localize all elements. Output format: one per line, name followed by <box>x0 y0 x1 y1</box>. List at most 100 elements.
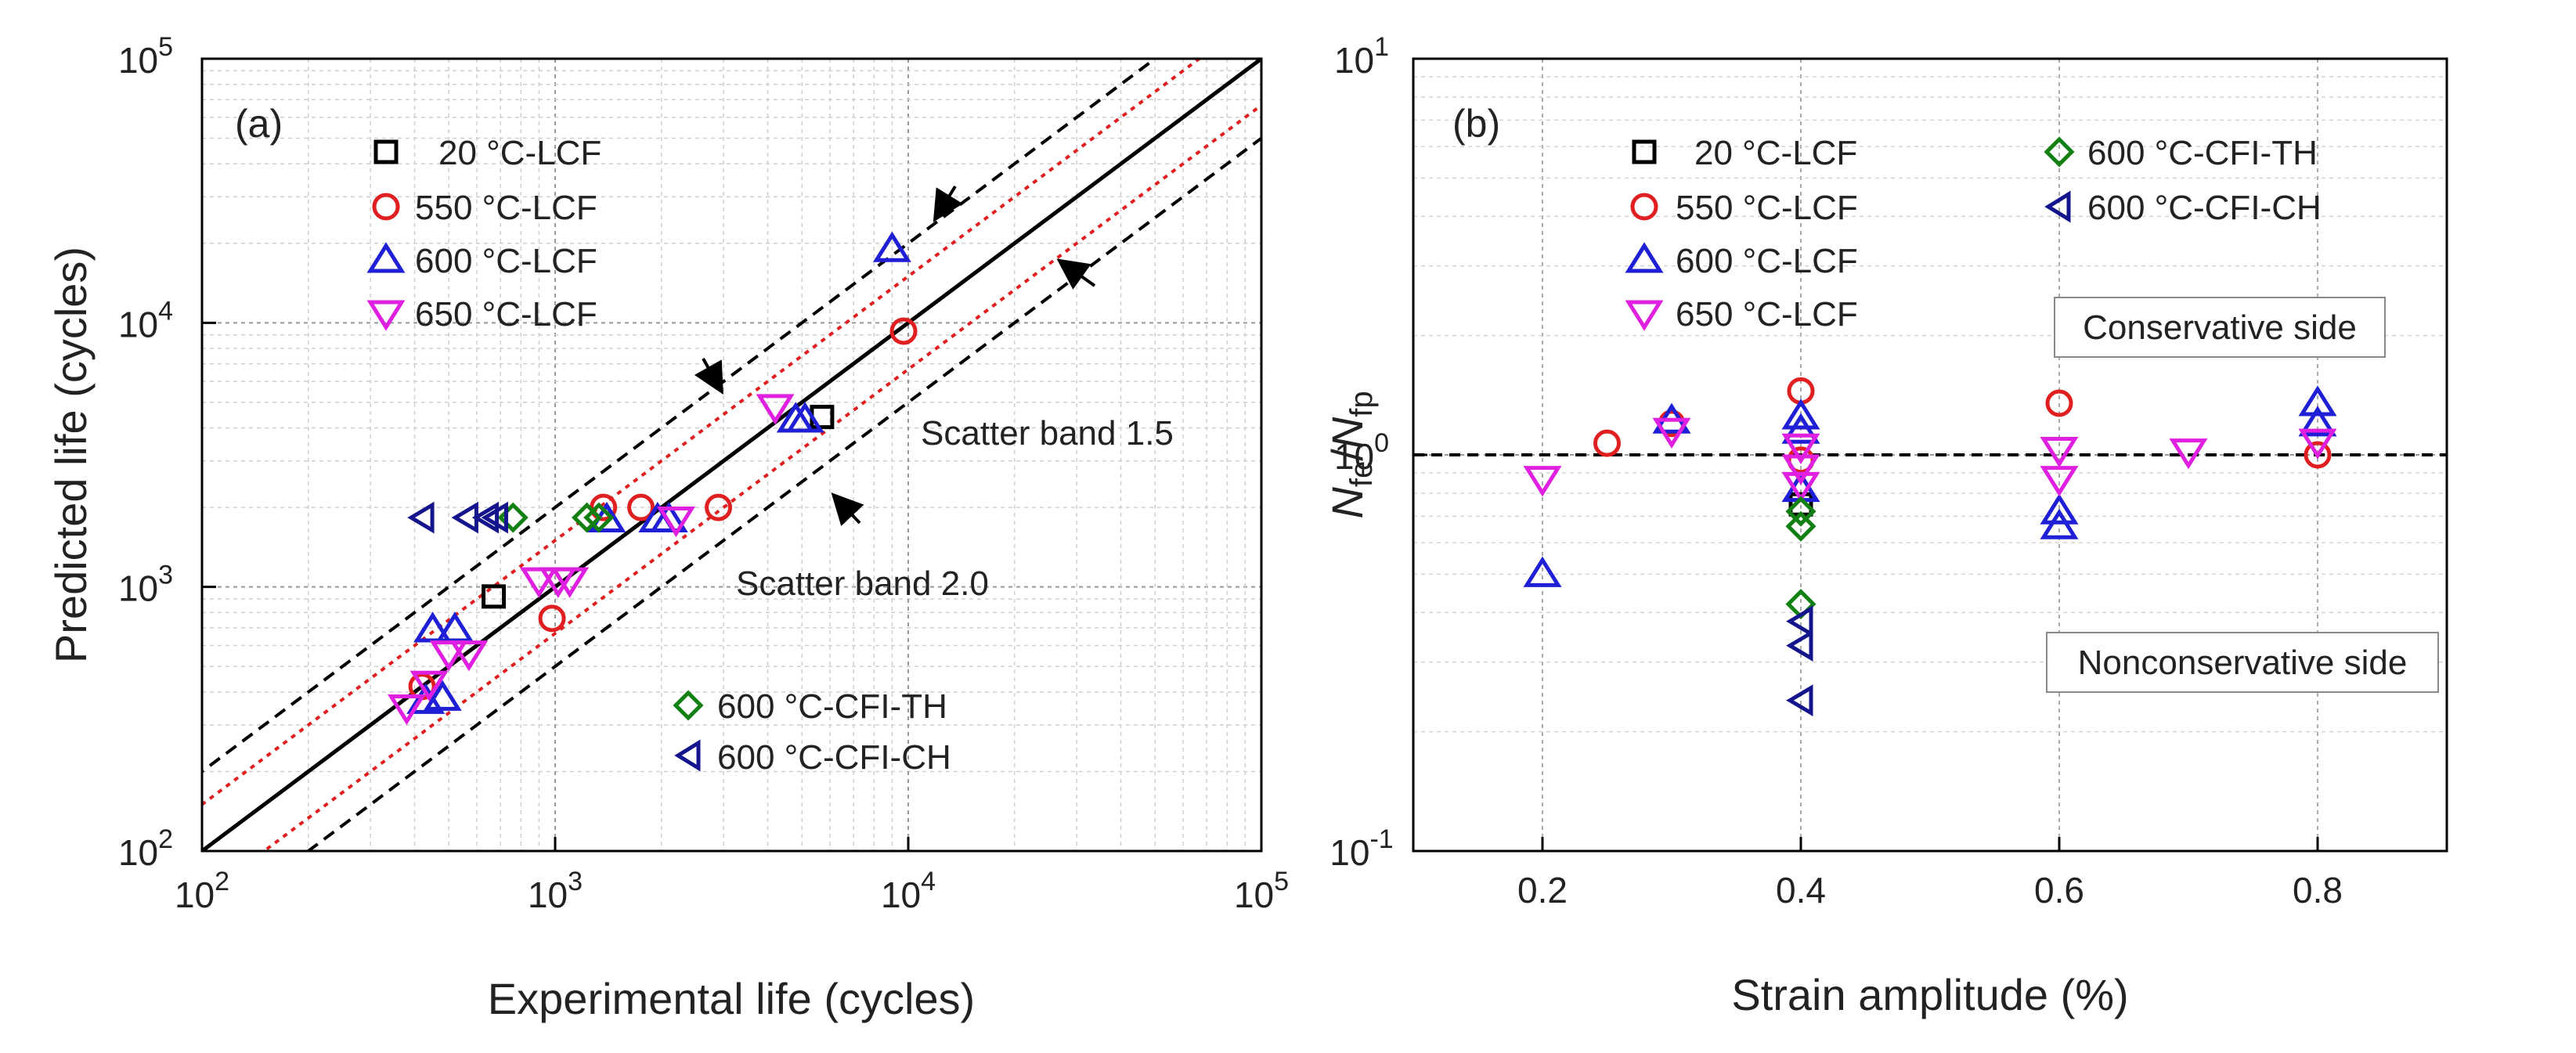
panel-a-legend: 20 °C-LCF 550 °C-LCF 600 °C-LCF 650 °C-L… <box>366 134 951 777</box>
data-point-650-c-lcf <box>1781 454 1820 485</box>
legend-marker-triangle-left <box>674 739 701 772</box>
data-point-600-c-lcf <box>2040 493 2079 525</box>
data-point-600-c-cfi-th <box>572 502 603 533</box>
data-point-600-c-cfi-ch <box>1786 629 1813 662</box>
arrow-inner-band-upper <box>1056 258 1096 290</box>
legend-marker-diamond <box>2044 136 2075 168</box>
panel-b-label: (b) <box>1452 102 1500 146</box>
data-point-600-c-lcf <box>2040 508 2079 539</box>
data-point-650-c-lcf <box>449 640 489 672</box>
data-point-650-c-lcf <box>2040 437 2079 468</box>
panel-a-y-axis-title: Predicted life (cycles) <box>46 247 96 663</box>
reference-line-factor-1-5 <box>202 59 1202 807</box>
panel-b-legend-label-550c-lcf: 550 °C-LCF <box>1676 189 1858 227</box>
y-tick-label: 103 <box>118 561 173 609</box>
data-point-20-c-lcf <box>482 584 507 609</box>
data-point-650-c-lcf <box>2169 438 2208 470</box>
data-point-650-c-lcf <box>519 567 558 598</box>
nonconservative-side-box <box>2046 632 2439 693</box>
panel-a-x-axis-title: Experimental life (cycles) <box>488 974 975 1023</box>
y-tick-label: 102 <box>118 824 173 873</box>
data-point-650-c-lcf <box>1781 471 1820 503</box>
legend-marker-circle <box>372 193 400 221</box>
legend-marker-triangle-up <box>1625 242 1664 273</box>
panel-a-plot-frame <box>200 57 1263 853</box>
data-point-600-c-lcf <box>649 501 688 533</box>
legend-marker-triangle-up <box>366 242 406 273</box>
data-point-650-c-lcf <box>2040 466 2079 497</box>
data-point-600-c-lcf <box>1781 398 1820 430</box>
panel-a-data-points <box>387 231 918 726</box>
data-point-650-c-lcf <box>429 640 468 672</box>
scatter-band-2-0-label: Scatter band 2.0 <box>736 564 989 603</box>
data-point-600-c-cfi-th <box>1785 510 1817 542</box>
y-tick-label: 101 <box>1334 32 1389 81</box>
nonconservative-side-label: Nonconservative side <box>2078 644 2408 682</box>
legend-marker-circle <box>1630 193 1658 221</box>
x-tick-label: 0.6 <box>2034 870 2084 911</box>
panel-a-legend-label-20c-lcf: 20 °C-LCF <box>438 134 601 172</box>
panel-b-legend-label-600c-lcf: 600 °C-LCF <box>1676 242 1858 280</box>
legend-marker-triangle-left <box>2044 190 2071 223</box>
data-point-600-c-cfi-ch <box>1786 684 1813 717</box>
legend-marker-square <box>373 139 399 164</box>
panel-a-legend-label-600c-cfi-ch: 600 °C-CFI-CH <box>717 738 951 777</box>
legend-marker-triangle-down <box>1625 300 1664 331</box>
panel-a-legend-label-600c-lcf: 600 °C-LCF <box>415 242 597 280</box>
x-tick-label: 0.8 <box>2293 870 2343 911</box>
data-point-600-c-lcf <box>2298 406 2337 437</box>
data-point-600-c-cfi-ch <box>481 501 508 534</box>
data-point-600-c-lcf <box>872 231 911 262</box>
legend-marker-diamond <box>673 690 704 721</box>
panel-b-legend: 20 °C-LCF 550 °C-LCF 600 °C-LCF 650 °C-L… <box>1625 134 2322 334</box>
data-point-600-c-cfi-ch <box>1786 605 1813 638</box>
panel-b-legend-label-20c-lcf: 20 °C-LCF <box>1694 134 1857 172</box>
data-point-650-c-lcf <box>1652 417 1691 449</box>
data-point-650-c-lcf <box>550 567 590 598</box>
data-point-600-c-cfi-th <box>583 502 615 533</box>
data-point-650-c-lcf <box>1781 433 1820 464</box>
panel-b-legend-label-600c-cfi-th: 600 °C-CFI-TH <box>2087 134 2318 172</box>
panel-a-scatter-bands <box>202 59 1261 851</box>
data-point-550-c-lcf <box>2045 389 2073 417</box>
data-point-600-c-cfi-ch <box>471 501 500 534</box>
panel-b-legend-label-650c-lcf: 650 °C-LCF <box>1676 295 1858 334</box>
y-tick-label: 10-1 <box>1329 824 1393 873</box>
panel-b-y-axis-title: Nfe/Nfp <box>1322 391 1379 518</box>
data-point-550-c-lcf <box>538 604 566 633</box>
conservative-side-box <box>2054 297 2386 358</box>
data-point-600-c-lcf <box>1523 556 1562 587</box>
reference-line-factor-0-5 <box>305 136 1261 851</box>
data-point-550-c-lcf <box>889 317 918 345</box>
panel-a-legend-label-550c-lcf: 550 °C-LCF <box>415 189 597 227</box>
x-tick-label: 103 <box>528 867 583 915</box>
data-point-650-c-lcf <box>387 694 426 726</box>
data-point-650-c-lcf <box>756 394 795 425</box>
arrow-outer-band-lower <box>831 492 864 527</box>
panel-b-legend-label-600c-cfi-ch: 600 °C-CFI-CH <box>2087 189 2322 227</box>
x-tick-label: 0.2 <box>1517 870 1568 911</box>
legend-marker-triangle-down <box>366 300 406 331</box>
y-tick-label: 100 <box>1334 428 1389 477</box>
reference-line-factor-0-6667 <box>262 103 1261 851</box>
data-point-600-c-cfi-ch <box>407 501 435 534</box>
panel-b-ticks: 0.2 0.4 0.6 0.8 10-1 100 101 <box>1329 32 2343 911</box>
data-point-550-c-lcf <box>1593 429 1621 457</box>
data-point-550-c-lcf <box>705 493 733 521</box>
legend-marker-square <box>1632 139 1657 164</box>
y-tick-label: 105 <box>118 32 173 81</box>
x-tick-label: 105 <box>1234 867 1289 915</box>
data-point-600-c-lcf <box>1781 413 1820 444</box>
reference-line-factor-1 <box>202 59 1261 851</box>
arrow-inner-band-left <box>694 358 723 395</box>
panel-b-data-points <box>1523 377 2337 717</box>
data-point-600-c-cfi-th <box>1785 496 1817 527</box>
data-point-650-c-lcf <box>656 507 695 538</box>
x-tick-label: 104 <box>881 867 936 915</box>
reference-line-factor-2 <box>202 59 1158 774</box>
data-point-650-c-lcf <box>2298 428 2337 460</box>
data-point-650-c-lcf <box>409 670 449 702</box>
arrow-outer-band-upper <box>933 185 963 222</box>
data-point-550-c-lcf <box>2304 441 2332 469</box>
panel-a-legend-label-650c-lcf: 650 °C-LCF <box>415 295 597 334</box>
